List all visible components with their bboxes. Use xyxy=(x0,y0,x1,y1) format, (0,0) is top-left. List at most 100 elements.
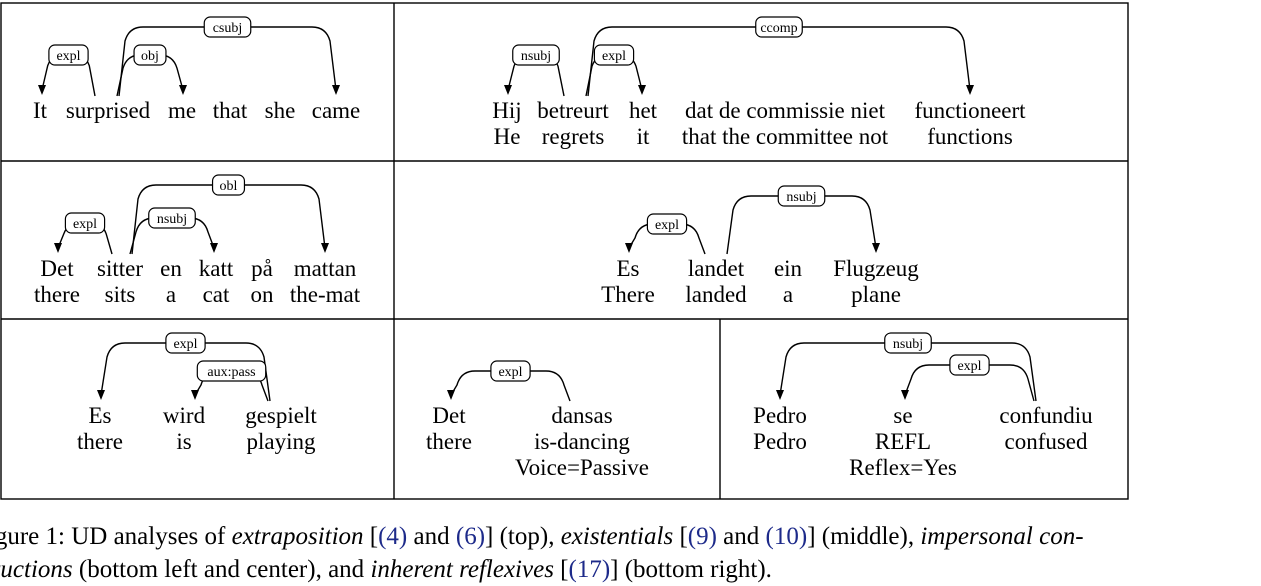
arc-label-box xyxy=(884,332,932,354)
token-p7-2: confundiu xyxy=(999,403,1093,428)
token-p3-4: på xyxy=(251,256,273,281)
arrowhead-icon xyxy=(966,85,974,95)
caption-term-extraposition: extraposition xyxy=(231,523,364,550)
token-p1-0: It xyxy=(33,98,48,123)
gloss-p6-1: is-dancing xyxy=(534,429,630,454)
gloss-p3-1: sits xyxy=(105,282,136,307)
gloss-p2-0: He xyxy=(494,124,521,149)
token-p7-0: Pedro xyxy=(753,403,807,428)
token-p3-2: en xyxy=(160,256,182,281)
arrowhead-icon xyxy=(321,243,329,253)
figure-grid xyxy=(0,2,1129,500)
token-p1-4: she xyxy=(265,98,296,123)
caption-ref-9[interactable]: (9) xyxy=(687,523,717,550)
gloss-p5-2: playing xyxy=(247,429,316,454)
gloss-p3-4: on xyxy=(251,282,275,307)
arc-label: expl xyxy=(655,218,679,233)
arc-label-box xyxy=(211,174,246,196)
gloss-p2-3: that the committee not xyxy=(682,124,889,149)
token-p5-0: Es xyxy=(89,403,112,428)
panel-p5: Es wird gespielt there is playing expl aux:pass xyxy=(77,332,317,454)
arc-label-box xyxy=(133,44,167,66)
panel-p4: Es landet ein Flugzeug There landed a plane expl… xyxy=(601,185,919,307)
arc-p7-expl: expl xyxy=(901,354,1035,402)
arc-p2-nsubj: nsubj xyxy=(504,44,565,97)
arc-label-box xyxy=(148,207,196,229)
arc-p7-nsubj: nsubj xyxy=(776,332,1037,402)
arc-p1-csubj: csubj xyxy=(118,16,340,97)
arc-p2-ccomp: ccomp xyxy=(587,16,974,97)
arc-label: expl xyxy=(73,217,97,232)
arc-label-box xyxy=(48,44,89,66)
arc-label-box xyxy=(593,44,635,66)
arc-label-box xyxy=(777,185,826,207)
figure-caption: Figure 1: UD analyses of extraposition [… xyxy=(0,520,1254,586)
arc-p5-expl: expl xyxy=(97,332,271,402)
gloss-p3-3: cat xyxy=(203,282,230,307)
arc-label: expl xyxy=(56,49,80,64)
arc-label-box xyxy=(203,16,252,38)
gloss-p4-1: landed xyxy=(685,282,747,307)
token-p5-1: wird xyxy=(163,403,206,428)
arrowhead-icon xyxy=(504,85,512,95)
caption-sep: ] (middle), xyxy=(807,523,921,550)
caption-sep: and xyxy=(407,523,456,550)
caption-ref-6[interactable]: (6) xyxy=(455,523,486,550)
arc-label: nsubj xyxy=(521,49,551,64)
panel-p1: It surprised me that she came expl obj csubj xyxy=(33,16,361,123)
arrowhead-icon xyxy=(54,243,62,253)
gloss-p5-1: is xyxy=(176,429,191,454)
gloss-p3-0: there xyxy=(34,282,80,307)
token-p4-0: Es xyxy=(617,256,640,281)
arc-label: nsubj xyxy=(157,212,187,227)
token-p2-0: Hij xyxy=(492,98,521,123)
gloss-p7-1: REFL xyxy=(875,429,931,454)
arrowhead-icon xyxy=(191,390,199,400)
arc-label: nsubj xyxy=(786,190,816,205)
caption-ref-4[interactable]: (4) xyxy=(378,523,408,550)
token-p3-3: katt xyxy=(199,256,234,281)
caption-sep: [ xyxy=(553,556,569,583)
gloss-p3-5: the-mat xyxy=(290,282,361,307)
arc-p3-expl: expl xyxy=(54,212,113,255)
token-p3-0: Det xyxy=(40,256,74,281)
panel-p7: Pedro se confundiu Pedro REFL confused Reflex=… xyxy=(753,332,1093,480)
gloss-p7-2: confused xyxy=(1004,429,1088,454)
arc-label: expl xyxy=(957,359,981,374)
arrowhead-icon xyxy=(210,243,218,253)
caption-sep: ] (top), xyxy=(485,523,561,550)
caption-sep: [ xyxy=(363,523,379,550)
arc-label: obl xyxy=(220,179,238,194)
gloss-p2-2: it xyxy=(637,124,650,149)
caption-term-impersonal: impersonal con- xyxy=(920,523,1084,550)
arc-p3-nsubj: nsubj xyxy=(129,207,218,255)
caption-sep: [ xyxy=(673,523,688,550)
arc-p5-aux:pass: aux:pass xyxy=(191,360,269,402)
token-p5-2: gespielt xyxy=(245,403,317,428)
caption-term-reflexives: inherent reflexives xyxy=(370,556,554,583)
token-p1-5: came xyxy=(312,98,361,123)
caption-line-1: Figure 1: UD analyses of extraposition [… xyxy=(0,520,1254,553)
arc-label: expl xyxy=(498,365,522,380)
gloss-p6-0: there xyxy=(426,429,472,454)
caption-ref-10[interactable]: (10) xyxy=(765,523,808,550)
caption-sep: and xyxy=(716,523,766,550)
arrowhead-icon xyxy=(332,85,340,95)
token-p7-1: se xyxy=(893,403,912,428)
arrowhead-icon xyxy=(638,85,646,95)
arc-label: obj xyxy=(141,49,159,64)
arc-label-box xyxy=(64,212,106,234)
arc-label: nsubj xyxy=(893,337,923,352)
token-p2-1: betreurt xyxy=(537,98,609,123)
arc-label: expl xyxy=(173,337,197,352)
arc-label: ccomp xyxy=(760,21,797,36)
arc-label-box xyxy=(949,354,990,376)
panel-p2: Hij betreurt het dat de commissie niet funct… xyxy=(492,16,1026,149)
token-p3-1: sitter xyxy=(97,256,143,281)
arrowhead-icon xyxy=(625,243,633,253)
caption-ref-17[interactable]: (17) xyxy=(568,556,611,583)
token-p6-0: Det xyxy=(432,403,466,428)
arrowhead-icon xyxy=(179,85,187,95)
arc-label: aux:pass xyxy=(207,365,255,380)
arc-p3-obl: obl xyxy=(131,174,329,255)
